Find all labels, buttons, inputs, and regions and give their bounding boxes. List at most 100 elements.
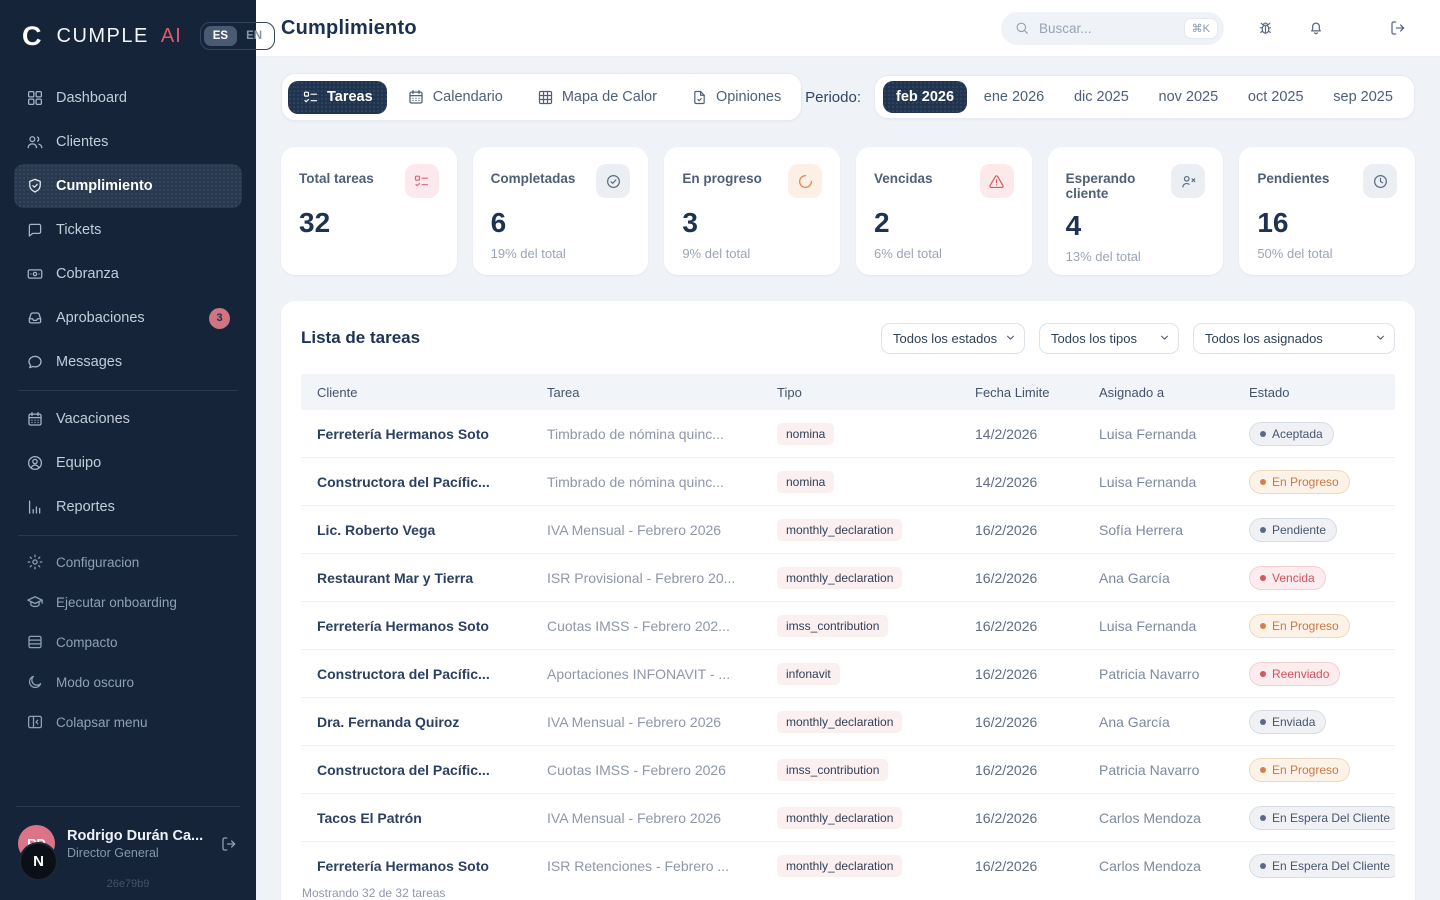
notifications-bell-icon[interactable] (1307, 19, 1325, 37)
tab-mapa-de-calor[interactable]: Mapa de Calor (523, 81, 671, 114)
table-row[interactable]: Ferretería Hermanos Soto Cuotas IMSS - Fe… (301, 602, 1395, 650)
chat-round-icon (26, 353, 44, 371)
sidebar-divider (16, 806, 240, 807)
sidebar-item-aprobaciones[interactable]: Aprobaciones 3 (14, 296, 242, 340)
period-option-nov-2025[interactable]: nov 2025 (1158, 89, 1219, 105)
status-badge: Aceptada (1249, 421, 1334, 446)
sidebar-item-cobranza[interactable]: Cobranza (14, 252, 242, 296)
stat-value: 2 (874, 207, 890, 238)
stat-value: 6 (490, 207, 507, 238)
cell-client: Constructora del Pacífic... (317, 473, 490, 490)
table-row[interactable]: Constructora del Pacífic... Timbrado de n… (301, 458, 1395, 506)
logout-icon[interactable] (1389, 19, 1407, 37)
tab-label: Calendario (432, 89, 503, 105)
period-option-feb-2026[interactable]: feb 2026 (883, 81, 968, 113)
table-row[interactable]: Restaurant Mar y Tierra ISR Provisional -… (301, 554, 1395, 602)
table-row[interactable]: Lic. Roberto Vega IVA Mensual - Febrero 2… (301, 506, 1395, 554)
cell-assignee: Luisa Fernanda (1099, 425, 1197, 442)
period-option-dic-2025[interactable]: dic 2025 (1073, 89, 1129, 105)
cell-task: IVA Mensual - Febrero 2026 (547, 809, 722, 826)
sidebar-nav-main: Dashboard Clientes Cumplimiento Tickets Cobr… (14, 76, 242, 384)
sidebar-item-equipo[interactable]: Equipo (14, 441, 242, 485)
period-option-ene-2026[interactable]: ene 2026 (983, 89, 1045, 105)
period-option-oct-2025[interactable]: oct 2025 (1247, 89, 1304, 105)
tab-opiniones[interactable]: Opiniones (677, 81, 795, 114)
stat-subtext: 50% del total (1257, 246, 1333, 261)
stat-label: Esperando cliente (1065, 171, 1136, 201)
sidebar-item-colapsar-menu[interactable]: Colapsar menu (14, 702, 242, 742)
status-dot-icon (1260, 814, 1266, 821)
notification-count-badge: 3 (209, 307, 230, 329)
table-row[interactable]: Constructora del Pacífic... Aportaciones … (301, 650, 1395, 698)
sidebar-item-cumplimiento[interactable]: Cumplimiento (14, 164, 242, 208)
table-row[interactable]: Ferretería Hermanos Soto ISR Retenciones … (301, 842, 1395, 879)
status-dot-icon (1260, 766, 1266, 773)
sidebar-item-reportes[interactable]: Reportes (14, 485, 242, 529)
floating-n-widget[interactable]: N (19, 842, 58, 881)
stat-subtext: 13% del total (1065, 249, 1141, 264)
status-label: En Espera Del Cliente (1272, 810, 1391, 825)
cell-assignee: Carlos Mendoza (1099, 857, 1201, 874)
sidebar-item-modo-oscuro[interactable]: Modo oscuro (14, 662, 242, 702)
user-x-icon (1180, 173, 1197, 190)
clock-icon (1372, 173, 1389, 190)
status-dot-icon (1260, 574, 1266, 581)
cell-task: ISR Retenciones - Febrero ... (547, 857, 730, 874)
status-label: Vencida (1272, 570, 1315, 585)
table-row[interactable]: Constructora del Pacífic... Cuotas IMSS -… (301, 746, 1395, 794)
lang-es-button[interactable]: ES (203, 26, 238, 46)
search-box[interactable]: ⌘K (1001, 11, 1224, 45)
table-row[interactable]: Dra. Fernanda Quiroz IVA Mensual - Febrer… (301, 698, 1395, 746)
table-row[interactable]: Tacos El Patrón IVA Mensual - Febrero 202… (301, 794, 1395, 842)
cell-assignee: Patricia Navarro (1099, 761, 1200, 778)
search-input[interactable] (1039, 20, 1149, 36)
status-dot-icon (1260, 478, 1266, 485)
stat-card-pendientes: Pendientes 16 50% del total (1239, 147, 1415, 275)
page-title: Cumplimiento (281, 16, 417, 39)
tab-tareas[interactable]: Tareas (288, 80, 387, 114)
stat-chip (596, 164, 631, 198)
graduation-cap-icon (26, 593, 44, 611)
status-label: En Progreso (1272, 474, 1339, 489)
task-filters: Todos los estados Todos los tipos Todos lo… (881, 322, 1395, 354)
sidebar-item-configuracion[interactable]: Configuracion (14, 542, 242, 582)
sidebar-item-compacto[interactable]: Compacto (14, 622, 242, 662)
stat-card-completadas: Completadas 6 19% del total (472, 147, 649, 275)
filter-select[interactable]: Todos los asignados (1193, 322, 1395, 354)
sidebar-item-messages[interactable]: Messages (14, 340, 242, 384)
cell-task: Cuotas IMSS - Febrero 202... (547, 617, 730, 634)
sidebar-item-dashboard[interactable]: Dashboard (14, 76, 242, 120)
bug-report-icon[interactable] (1257, 20, 1274, 37)
table-row[interactable]: Ferretería Hermanos Soto Timbrado de nómi… (301, 410, 1395, 458)
filter-select[interactable]: Todos los estados (881, 322, 1025, 354)
collapse-panel-icon (26, 713, 44, 731)
brand-ai: AI (160, 24, 182, 47)
sidebar-item-ejecutar-onboarding[interactable]: Ejecutar onboarding (14, 582, 242, 622)
stat-chip (404, 164, 439, 198)
column-header-estado: Estado (1249, 384, 1290, 400)
stat-value: 3 (682, 207, 698, 238)
sidebar-nav-secondary: Vacaciones Equipo Reportes (14, 397, 242, 529)
status-badge: En Espera Del Cliente (1249, 853, 1395, 878)
cell-due-date: 16/2/2026 (975, 761, 1038, 778)
status-dot-icon (1260, 862, 1266, 869)
cell-due-date: 14/2/2026 (975, 425, 1038, 442)
status-label: En Espera Del Cliente (1272, 858, 1391, 873)
stat-label: Pendientes (1257, 171, 1330, 186)
filter-select[interactable]: Todos los tipos (1039, 322, 1179, 354)
sidebar-item-clientes[interactable]: Clientes (14, 120, 242, 164)
stat-subtext: 19% del total (490, 246, 566, 261)
lang-en-button[interactable]: EN (246, 30, 263, 42)
logout-icon[interactable] (220, 835, 238, 853)
sidebar-item-label: Equipo (56, 455, 102, 471)
cell-assignee: Luisa Fernanda (1099, 473, 1197, 490)
period-option-sep-2025[interactable]: sep 2025 (1333, 89, 1393, 105)
sidebar-item-vacaciones[interactable]: Vacaciones (14, 397, 242, 441)
sidebar-item-label: Cumplimiento (56, 178, 153, 194)
sidebar-item-tickets[interactable]: Tickets (14, 208, 242, 252)
tab-calendario[interactable]: Calendario (393, 80, 517, 114)
cell-task: Timbrado de nómina quinc... (547, 425, 724, 442)
type-badge: imss_contribution (777, 758, 889, 781)
sidebar-item-label: Tickets (56, 222, 102, 238)
status-label: En Progreso (1272, 762, 1339, 777)
